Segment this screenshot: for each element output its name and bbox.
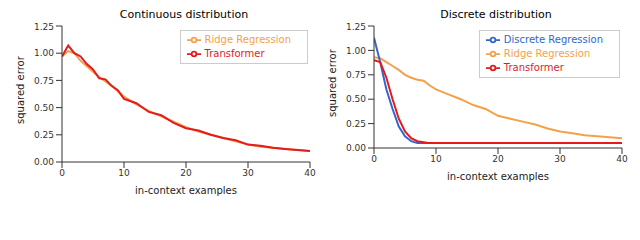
svg-text:0.75: 0.75 (346, 70, 366, 80)
html-text:Continuous distribution: Continuous distribution (119, 8, 249, 21)
svg-text:0.50: 0.50 (346, 94, 366, 104)
html-text:Discrete distribution: Discrete distribution (440, 8, 552, 21)
svg-text:1.00: 1.00 (34, 48, 54, 58)
svg-text:0.00: 0.00 (34, 157, 54, 167)
svg-text:0.75: 0.75 (34, 76, 54, 86)
svg-text:1.25: 1.25 (346, 22, 366, 32)
svg-text:squared error: squared error (327, 48, 338, 117)
svg-text:0.00: 0.00 (346, 143, 366, 153)
svg-text:1.00: 1.00 (346, 46, 366, 56)
svg-text:40: 40 (304, 168, 316, 178)
html-text:Ridge Regression: Ridge Regression (503, 48, 591, 59)
svg-text:10: 10 (430, 154, 442, 164)
html-text:Transformer: Transformer (503, 62, 564, 73)
svg-text:0.25: 0.25 (34, 130, 54, 140)
svg-text:0: 0 (59, 168, 65, 178)
svg-text:0.50: 0.50 (34, 103, 54, 113)
svg-text:10: 10 (118, 168, 130, 178)
svg-text:in-context examples: in-context examples (135, 185, 237, 196)
svg-text:0: 0 (371, 154, 377, 164)
html-text:Transformer: Transformer (204, 48, 265, 59)
svg-text:20: 20 (492, 154, 504, 164)
svg-text:squared error: squared error (15, 55, 26, 124)
html-text:Discrete Regression: Discrete Regression (503, 34, 603, 45)
svg-text:0.25: 0.25 (346, 119, 366, 129)
svg-text:40: 40 (616, 154, 628, 164)
html-text:Ridge Regression: Ridge Regression (204, 34, 291, 45)
svg-text:30: 30 (554, 154, 566, 164)
svg-text:1.25: 1.25 (34, 22, 54, 32)
svg-text:in-context examples: in-context examples (447, 171, 549, 182)
svg-text:30: 30 (242, 168, 254, 178)
svg-text:20: 20 (180, 168, 192, 178)
